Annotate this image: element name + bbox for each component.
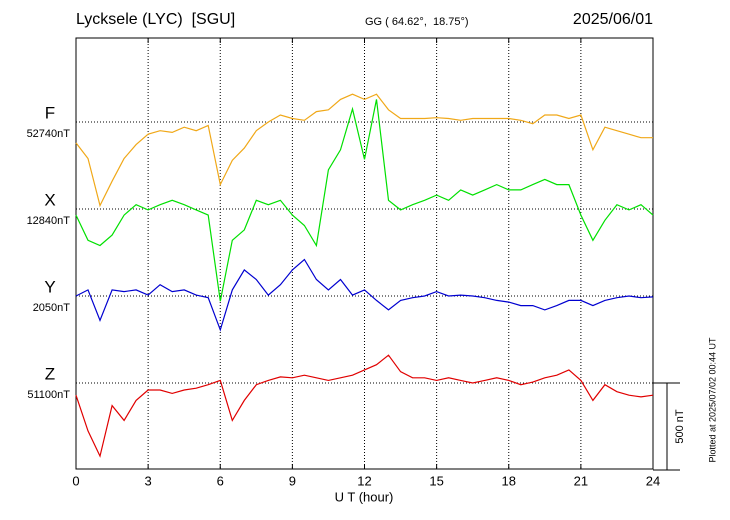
x-tick-label: 15 xyxy=(429,473,443,488)
series-line xyxy=(75,354,654,458)
x-tick-label: 0 xyxy=(72,473,79,488)
baseline-label: 52740nT xyxy=(27,128,71,140)
x-tick-label: 21 xyxy=(574,473,588,488)
x-axis-label: U T (hour) xyxy=(335,489,394,504)
series-line xyxy=(75,258,654,332)
series-line xyxy=(75,99,654,302)
legend-label: Y xyxy=(44,277,55,296)
legend-label: F xyxy=(45,103,55,122)
series-line xyxy=(75,93,653,208)
baseline-label: 12840nT xyxy=(27,215,71,227)
baseline-label: 2050nT xyxy=(33,302,71,314)
x-tick-label: 6 xyxy=(217,473,224,488)
chart-title: Lycksele (LYC) [SGU] xyxy=(76,11,235,28)
legend-label: X xyxy=(44,190,55,209)
x-tick-label: 9 xyxy=(289,473,296,488)
scale-bar-label: 500 nT xyxy=(674,409,686,444)
x-tick-label: 24 xyxy=(646,473,660,488)
legend-label: Z xyxy=(45,364,55,383)
baseline-label: 51100nT xyxy=(27,389,70,401)
chart-subtitle: GG ( 64.62°, 18.75°) xyxy=(365,16,469,28)
footnote: Plotted at 2025/07/02 00:44 UT xyxy=(707,337,717,463)
x-tick-label: 3 xyxy=(145,473,152,488)
chart-date: 2025/06/01 xyxy=(573,11,653,28)
x-tick-label: 18 xyxy=(502,473,516,488)
x-tick-label: 12 xyxy=(357,473,371,488)
